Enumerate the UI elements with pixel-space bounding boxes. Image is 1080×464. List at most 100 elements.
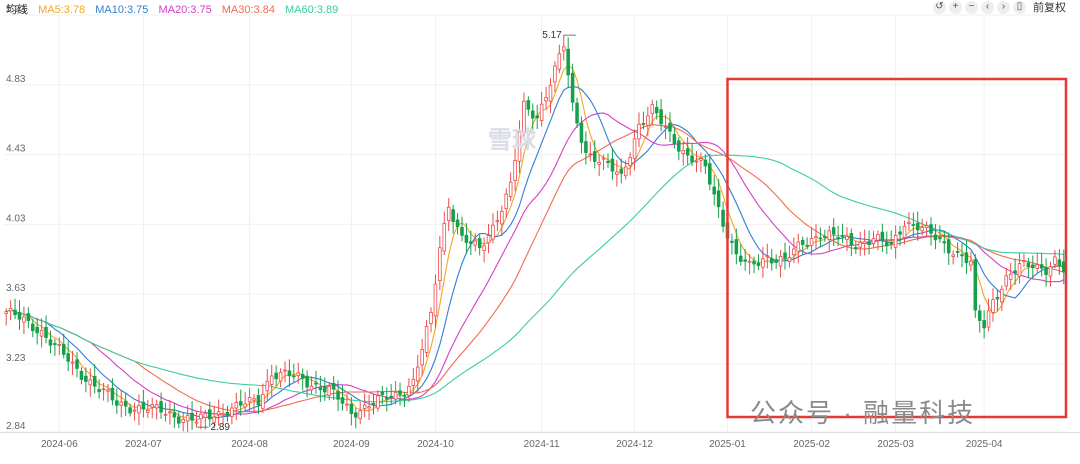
candle [814,224,818,250]
candle-body [172,412,177,418]
candle-body [1048,266,1053,277]
candle [154,399,159,420]
candle [827,225,832,251]
candle-body [654,106,659,114]
candle-body [305,375,309,388]
candle [615,159,619,187]
undo-icon[interactable]: ↺ [933,0,946,14]
candle [44,315,48,344]
candle [269,364,274,397]
candle-body [389,395,393,398]
candle-body [318,387,323,391]
candle [75,352,79,378]
legend-ma10: MA10:3.75 [95,4,149,16]
candle-body [712,186,716,195]
candle [986,298,991,332]
candle [482,237,486,263]
zoom-in-icon[interactable]: + [949,0,962,14]
candle [769,248,774,271]
candle-body [207,409,212,420]
candle-body [920,227,924,232]
candle [243,392,247,412]
candle-body [747,260,752,263]
candle [70,350,75,376]
pan-right-icon[interactable]: › [997,0,1010,14]
candle-body [982,320,986,329]
x-tick-label: 2024-09 [333,439,370,450]
candle [1053,250,1057,269]
candle [517,120,522,174]
candle [946,232,951,266]
candle-body [641,123,646,125]
candle [296,362,301,384]
candle-body [424,326,429,353]
candle-body [623,166,628,177]
candle [345,393,349,412]
candle [756,254,761,271]
candle-body [216,411,221,415]
candle-body [221,413,225,416]
pan-left-icon[interactable]: ‹ [981,0,994,14]
candle [942,230,947,254]
candle-body [438,247,442,282]
candle [938,225,942,243]
candle-body [402,394,407,397]
candle-body [792,248,796,256]
candle-body [575,102,579,124]
candle-body [668,122,672,132]
candle-body [743,259,747,262]
candle [646,106,650,137]
candle [455,212,460,235]
candle-body [8,308,13,312]
candle [973,254,978,318]
candle [508,172,513,201]
price-adjust-button[interactable]: 前复权 [1033,2,1066,14]
candle-body [177,416,181,424]
candle [885,231,889,255]
candle-body [778,255,783,267]
candle-body [367,406,371,409]
candle-body [517,131,522,162]
candle [123,392,128,417]
candle [402,391,407,407]
candle-body [690,155,694,163]
candle-body [938,237,942,240]
candle [429,307,433,333]
candle-body [1017,263,1022,277]
candle [734,228,739,265]
candle [761,247,765,278]
candle-body [977,310,982,321]
candle-body [323,385,327,393]
candle-body [39,329,44,337]
candle-body [442,223,447,252]
candle [398,382,402,406]
candle-body [309,385,314,391]
candle [376,390,380,412]
y-tick-label: 4.03 [6,213,26,224]
candle-body [287,370,292,377]
candle-body [331,382,336,390]
candle [933,223,938,250]
candle [469,230,473,256]
candle-body [730,240,734,243]
zoom-out-icon[interactable]: − [965,0,978,14]
candle [929,217,933,246]
candle-body [951,254,955,257]
candle-body [854,247,858,250]
candle-body [349,403,354,415]
candle-body [761,258,765,268]
candle-body [672,134,677,145]
candle [513,148,517,192]
candle [792,237,796,263]
candle [924,221,929,237]
candle [141,389,146,418]
candle-body [362,404,367,410]
candle [955,242,960,258]
candle [35,317,39,345]
candle-body [66,353,70,362]
min-price-label: 2.89 [210,422,230,433]
candle-body [592,151,597,162]
candle-body [88,379,93,386]
fullscreen-icon[interactable]: ▯ [1013,0,1026,14]
